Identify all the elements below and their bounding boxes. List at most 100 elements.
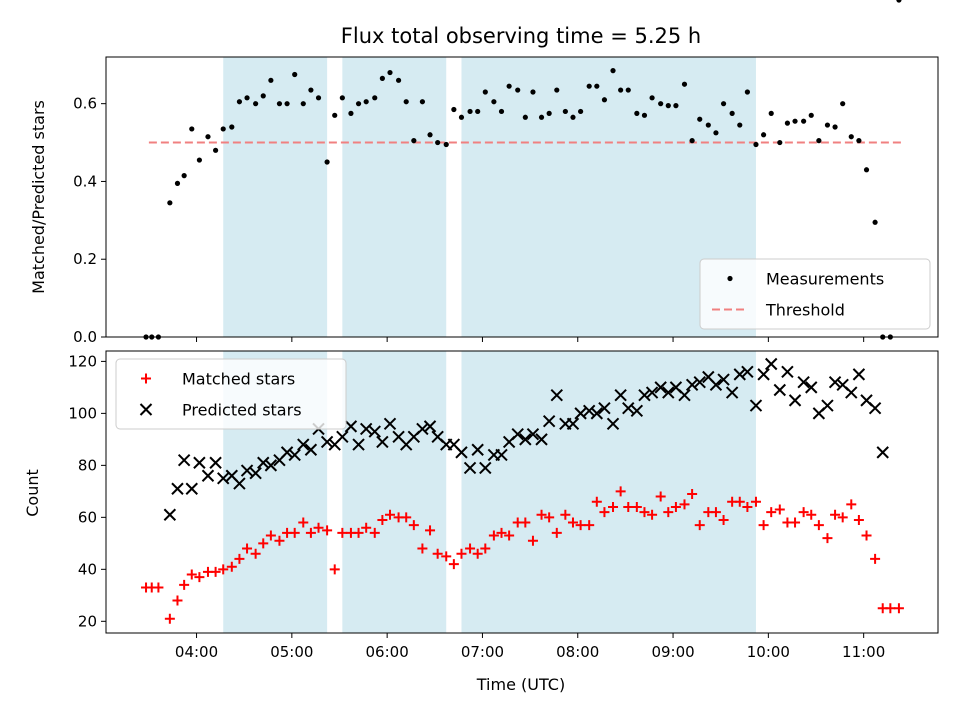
matched-stars-point bbox=[846, 499, 857, 510]
matched-stars-point bbox=[774, 504, 785, 515]
measurements-point bbox=[840, 101, 846, 107]
measurements-point bbox=[475, 108, 481, 115]
bottom-panel-plot-marks bbox=[141, 357, 904, 624]
bottom-panel-frame bbox=[105, 350, 939, 634]
matched-stars-point bbox=[718, 514, 729, 525]
measurements-point bbox=[784, 120, 791, 126]
matched-stars-point bbox=[401, 512, 412, 523]
matched-stars-point bbox=[289, 527, 300, 538]
measurements-point bbox=[482, 89, 488, 95]
matched-stars-point bbox=[608, 501, 619, 512]
predicted-stars-point bbox=[249, 466, 262, 480]
matched-stars-point bbox=[822, 533, 833, 544]
measurements-point bbox=[697, 116, 703, 122]
legend-box bbox=[115, 358, 347, 430]
measurements-point bbox=[196, 157, 202, 163]
measurements-point bbox=[427, 132, 433, 138]
predicted-stars-point bbox=[240, 464, 254, 477]
predicted-stars-point bbox=[359, 422, 373, 436]
measurements-point bbox=[174, 180, 181, 186]
matched-stars-point bbox=[861, 530, 872, 541]
measurements-point bbox=[863, 167, 870, 173]
measurements-point bbox=[276, 101, 283, 107]
measurements-point bbox=[458, 114, 465, 120]
measurements-point bbox=[403, 99, 409, 105]
matched-stars-point bbox=[813, 520, 824, 531]
matched-stars-point bbox=[734, 496, 745, 507]
matched-stars-point bbox=[893, 603, 904, 614]
measurements-point bbox=[546, 110, 552, 116]
measurements-point bbox=[324, 159, 330, 165]
measurements-point bbox=[315, 95, 322, 101]
measurements-point bbox=[848, 134, 854, 140]
predicted-stars-point bbox=[217, 472, 230, 485]
predicted-stars-point bbox=[788, 394, 802, 407]
predicted-stars-point bbox=[297, 438, 310, 451]
predicted-stars-point bbox=[511, 427, 524, 441]
measurements-point bbox=[673, 103, 679, 109]
predicted-stars-point bbox=[304, 443, 318, 456]
matched-stars-point bbox=[544, 512, 555, 523]
matched-stars-point bbox=[361, 522, 372, 533]
bottom-panel-y-axis-label: Count bbox=[23, 469, 42, 517]
predicted-stars-point bbox=[757, 368, 770, 381]
measurements-point bbox=[332, 112, 338, 118]
matched-stars-point bbox=[322, 525, 333, 536]
matched-stars-point bbox=[210, 566, 221, 577]
predicted-stars-point bbox=[638, 388, 651, 402]
measurements-point bbox=[260, 93, 266, 99]
predicted-stars-point bbox=[717, 373, 730, 386]
measurements-point bbox=[308, 87, 314, 93]
y-tick-label: 100 bbox=[68, 404, 97, 422]
shaded-interval-1 bbox=[342, 57, 447, 337]
matched-stars-point bbox=[647, 509, 658, 520]
predicted-stars-point bbox=[614, 388, 627, 402]
matched-stars-point bbox=[337, 527, 348, 538]
matched-stars-point bbox=[806, 509, 817, 520]
measurements-point bbox=[808, 112, 814, 118]
predicted-stars-point bbox=[845, 386, 858, 399]
bottom-panel-legend: Matched stars Predicted stars bbox=[115, 358, 347, 430]
predicted-stars-point bbox=[177, 453, 191, 467]
predicted-stars-point bbox=[654, 381, 667, 394]
measurements-point bbox=[236, 99, 243, 105]
predicted-stars-point bbox=[193, 456, 206, 469]
x-tick-label: 09:00 bbox=[651, 643, 694, 661]
top-panel-x-ticks bbox=[196, 337, 865, 342]
matched-stars-point bbox=[663, 507, 674, 518]
matched-stars-point bbox=[830, 509, 841, 520]
measurements-point bbox=[801, 118, 807, 124]
measurements-point bbox=[498, 108, 505, 115]
measurements-point bbox=[284, 101, 290, 107]
measurements-point bbox=[522, 114, 528, 120]
measurements-point bbox=[387, 69, 393, 76]
measurements-point bbox=[253, 101, 259, 107]
matched-stars-point bbox=[750, 496, 761, 507]
measurements-point bbox=[705, 122, 711, 128]
predicted-stars-point bbox=[662, 386, 675, 399]
legend-label: Measurements bbox=[766, 270, 884, 289]
x-tick-label: 08:00 bbox=[556, 643, 599, 661]
matched-stars-point bbox=[687, 488, 698, 499]
measurements-point bbox=[530, 89, 536, 95]
predicted-stars-point bbox=[280, 446, 294, 459]
top-panel: 0.0 0.2 0.4 0.6 Matched/Predicted stars Mea… bbox=[29, 0, 939, 346]
top-panel-y-axis-label: Matched/Predicted stars bbox=[29, 100, 48, 294]
measurements-point bbox=[515, 87, 521, 93]
matched-stars-point bbox=[520, 517, 531, 528]
measurements-point bbox=[760, 132, 767, 138]
matched-stars-point bbox=[194, 572, 205, 583]
matched-stars-point bbox=[250, 548, 261, 559]
measurements-point bbox=[649, 95, 655, 101]
predicted-stars-point bbox=[741, 365, 754, 379]
matched-stars-point bbox=[710, 507, 721, 518]
matched-stars-point bbox=[153, 582, 164, 593]
bottom-panel-y-ticks: 20 40 60 80 100 120 bbox=[68, 352, 106, 630]
measurements-point bbox=[339, 95, 345, 101]
matched-stars-point bbox=[623, 501, 634, 512]
x-tick-label: 04:00 bbox=[175, 643, 218, 661]
matched-stars-point bbox=[496, 527, 507, 538]
measurements-point bbox=[816, 138, 822, 144]
predicted-stars-point bbox=[598, 401, 611, 415]
